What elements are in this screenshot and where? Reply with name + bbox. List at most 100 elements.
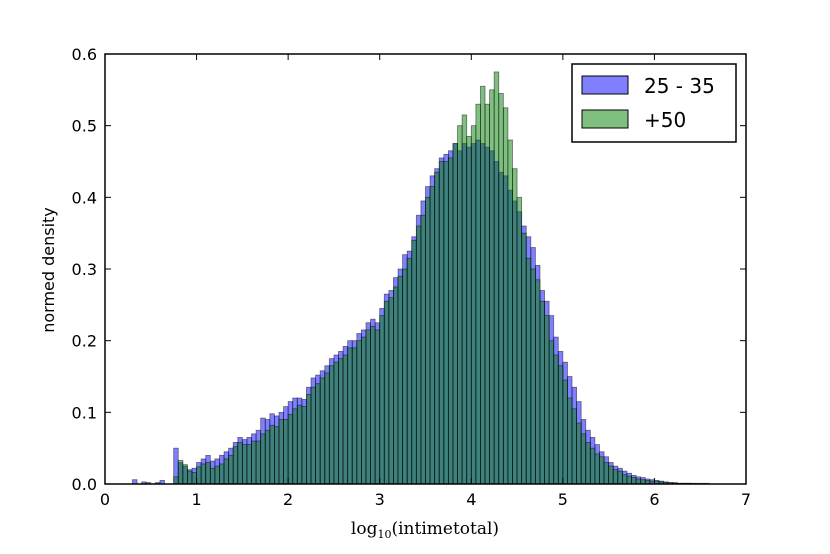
y-tick-label: 0.4: [72, 188, 97, 207]
bar-series-1: [319, 377, 326, 485]
legend-swatch-plus-50: [581, 109, 629, 129]
x-tick-label: 2: [283, 490, 293, 509]
bar-series-1: [241, 444, 248, 485]
bar-series-1: [635, 478, 642, 485]
bar-series-1: [599, 456, 605, 485]
bar-series-1: [567, 397, 573, 485]
legend-label-plus-50: +50: [644, 108, 686, 132]
bar-series-1: [219, 463, 225, 485]
bar-series-1: [493, 71, 500, 485]
bar-series-1: [347, 347, 353, 485]
bar-series-1: [177, 459, 184, 485]
bar-series-1: [338, 358, 344, 485]
y-tick-label: 0.1: [72, 403, 97, 422]
bar-series-1: [200, 463, 207, 485]
bar-series-1: [539, 300, 545, 485]
bar-series-1: [415, 225, 422, 485]
bar-series-1: [296, 404, 303, 485]
bar-series-1: [429, 186, 436, 485]
bar-series-1: [617, 470, 623, 485]
bar-series-1: [516, 196, 523, 485]
bar-series-1: [461, 114, 468, 485]
bar-series-1: [393, 286, 399, 485]
bar-series-1: [470, 125, 477, 485]
bar-series-1: [525, 257, 532, 485]
bar-series-1: [585, 442, 591, 485]
bar-series-1: [507, 139, 513, 485]
bar-series-1: [196, 466, 202, 485]
y-axis: 0.0 0.1 0.2 0.3 0.4 0.5 0.6: [72, 45, 746, 494]
x-tick-label: 1: [191, 490, 201, 509]
x-tick-label: 5: [558, 490, 568, 509]
bar-series-1: [370, 325, 376, 485]
bar-series-1: [379, 315, 385, 485]
bar-series-1: [434, 171, 440, 485]
x-tick-label: 3: [375, 490, 385, 509]
bar-series-1: [438, 161, 445, 485]
bar-series-1: [173, 476, 179, 485]
bar-series-1: [292, 408, 298, 485]
bar-series-1: [315, 383, 321, 485]
bar-series-1: [548, 340, 555, 485]
bar-series-1: [420, 214, 426, 485]
bar-series-1: [232, 446, 239, 485]
bar-series-1: [310, 386, 317, 485]
bar-series-1: [544, 315, 550, 485]
bar-series-1: [571, 408, 577, 485]
bar-series-1: [342, 354, 349, 485]
bar-series-1: [480, 85, 486, 485]
bar-series-1: [209, 467, 216, 485]
bar-series-1: [631, 477, 637, 485]
bar-series-1: [274, 426, 280, 485]
bar-series-1: [251, 440, 257, 485]
bar-series-1: [425, 196, 431, 485]
bar-series-1: [269, 424, 275, 485]
bar-series-1: [397, 275, 404, 485]
bar-series-1: [521, 232, 527, 485]
bar-series-1: [557, 365, 564, 485]
legend-label-25-35: 25 - 35: [644, 74, 715, 98]
bar-series-1: [475, 103, 481, 485]
x-tick-label: 0: [100, 490, 110, 509]
bar-series-1: [589, 447, 596, 485]
bar-series-1: [608, 465, 614, 485]
x-tick-label: 6: [649, 490, 659, 509]
x-tick-label: 7: [741, 490, 751, 509]
bar-series-1: [246, 444, 252, 485]
bar-series-1: [324, 372, 330, 485]
bar-series-1: [489, 89, 495, 485]
bar-series-1: [594, 453, 600, 485]
bar-series-1: [374, 329, 381, 485]
y-tick-label: 0.2: [72, 332, 97, 351]
bar-series-1: [278, 419, 284, 485]
bar-series-1: [498, 93, 504, 485]
bar-series-1: [365, 329, 371, 485]
y-tick-label: 0.3: [72, 260, 97, 279]
bar-series-1: [443, 161, 449, 485]
bar-series-1: [621, 474, 628, 485]
bar-series-1: [562, 379, 568, 485]
bar-series-1: [530, 268, 536, 485]
bar-series-1: [580, 433, 587, 485]
bar-series-1: [502, 107, 509, 485]
bar-series-1: [237, 442, 243, 485]
bar-series-1: [228, 454, 234, 485]
bar-series-1: [255, 440, 262, 485]
bar-series-1: [447, 157, 454, 485]
y-tick-label: 0.6: [72, 45, 97, 64]
bar-series-1: [512, 168, 518, 485]
bar-series-1: [388, 297, 394, 485]
bar-series-1: [626, 475, 632, 485]
bar-series-1: [383, 300, 390, 485]
bar-series-1: [603, 462, 610, 485]
bar-series-1: [264, 429, 271, 485]
x-tick-label: 4: [466, 490, 476, 509]
bar-series-1: [360, 336, 367, 485]
bar-series-1: [191, 472, 197, 485]
bar-series-1: [182, 464, 188, 485]
bar-series-1: [553, 354, 559, 485]
bar-series-1: [328, 365, 335, 485]
bar-series-1: [612, 469, 619, 485]
y-axis-label: normed density: [39, 207, 58, 333]
bar-series-1: [356, 340, 362, 485]
